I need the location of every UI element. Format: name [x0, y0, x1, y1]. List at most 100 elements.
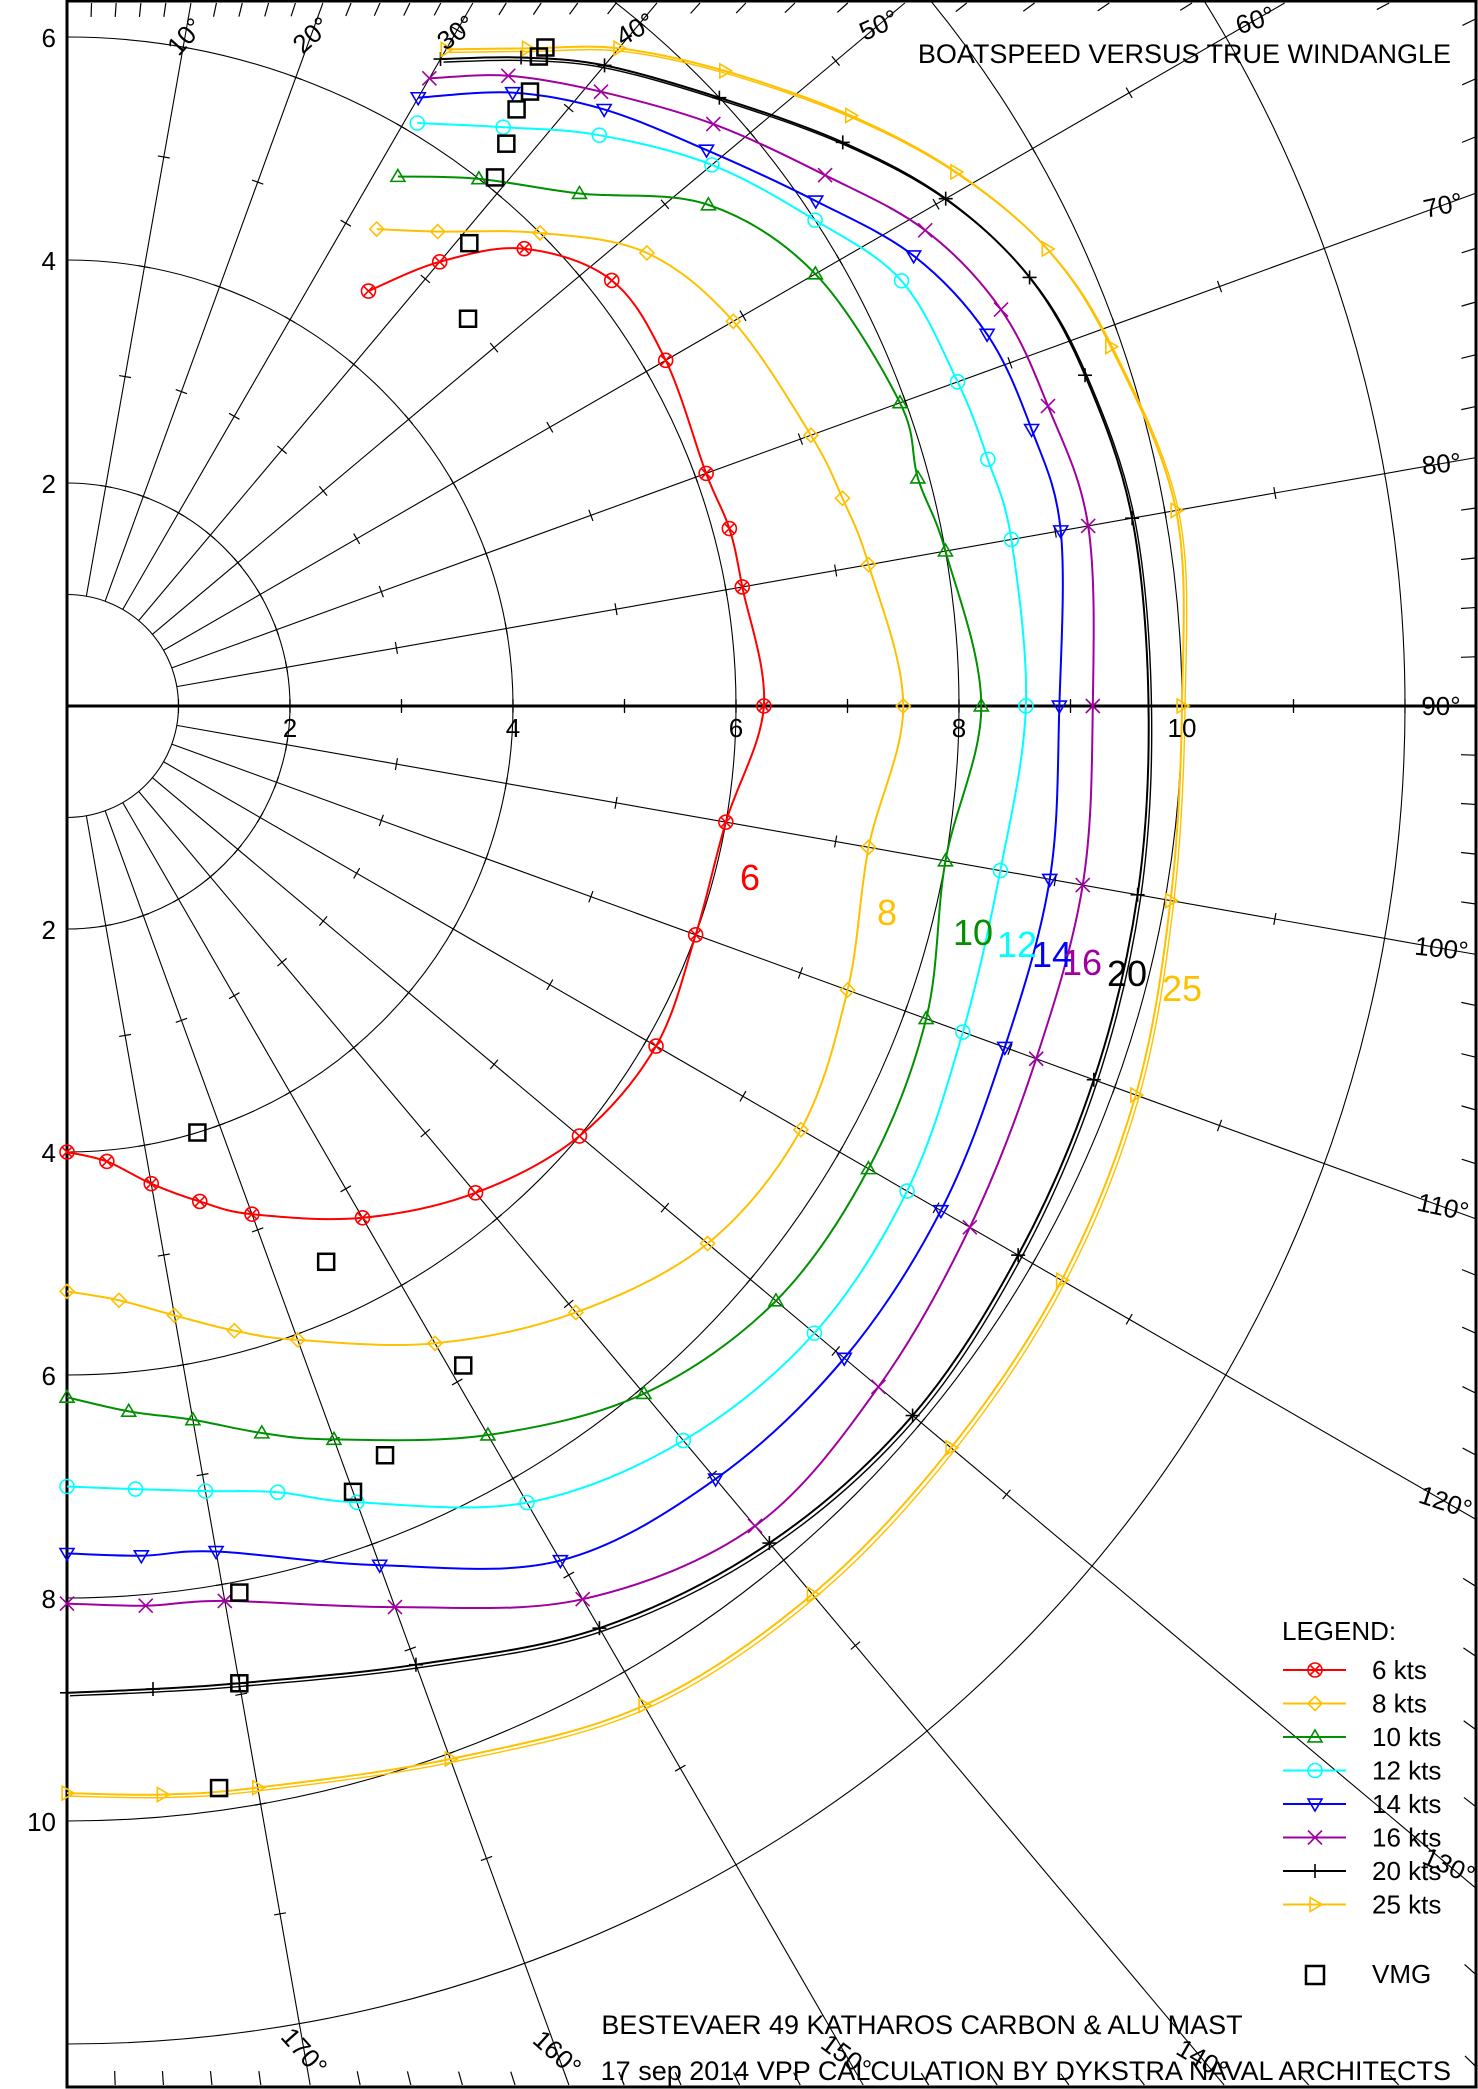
curve-marker	[895, 697, 912, 715]
spoke-tick	[233, 557, 243, 568]
curve-marker	[807, 195, 825, 210]
marker-shape	[720, 816, 732, 828]
curve-marker	[514, 50, 529, 65]
curve-marker	[1050, 700, 1068, 715]
angle-tick	[498, 2, 507, 16]
spoke-tick	[614, 796, 618, 809]
curve-marker	[426, 1335, 444, 1352]
angle-tick	[1461, 507, 1476, 511]
marker-shape	[1075, 877, 1091, 893]
marker-shape	[949, 374, 966, 390]
spoke-tick	[1163, 506, 1167, 519]
curve-label-6: 6	[740, 857, 760, 898]
curve-marker	[955, 1024, 971, 1040]
curve-marker	[593, 84, 609, 100]
marker-shape	[431, 254, 448, 270]
spoke-tick	[1029, 1258, 1037, 1269]
marker-shape	[571, 1128, 588, 1144]
marker-shape	[1306, 1728, 1324, 1743]
spoke-tick	[138, 265, 151, 269]
angle-tick	[732, 2072, 741, 2086]
spoke-tick	[1216, 280, 1223, 293]
marker-shape	[371, 1559, 389, 1574]
marker-shape	[421, 70, 437, 86]
marker-shape	[996, 1041, 1014, 1056]
spoke-tick	[1007, 356, 1013, 369]
curve-marker	[516, 240, 533, 257]
curve-marker	[1307, 1762, 1323, 1779]
marker-shape	[660, 354, 672, 366]
curve-25-double	[69, 48, 1188, 1799]
curve-12	[66, 121, 1028, 1509]
marker-shape	[1105, 338, 1120, 356]
marker-shape	[246, 1208, 258, 1220]
curve-marker	[698, 465, 714, 482]
spoke-tick	[642, 1035, 650, 1046]
marker-shape	[899, 1183, 915, 1199]
curve-marker	[551, 1554, 569, 1570]
curve-marker	[184, 1411, 202, 1426]
angle-tick	[920, 2072, 930, 2086]
spoke-tick	[1007, 1043, 1013, 1056]
angle-tick	[1461, 1053, 1476, 1058]
curve-label-25: 25	[1162, 968, 1202, 1009]
marker-shape	[244, 1206, 260, 1222]
angle-label-70: 70°	[1421, 186, 1466, 224]
curve-marker	[905, 250, 923, 265]
marker-shape	[690, 929, 702, 941]
curve-marker	[638, 244, 656, 262]
marker-shape	[470, 170, 488, 185]
spoke-tick	[394, 758, 399, 771]
marker-shape	[937, 852, 954, 867]
angle-tick	[1060, 2073, 1070, 2086]
curve-label-20: 20	[1107, 953, 1147, 994]
spoke-tick	[404, 1646, 417, 1652]
marker-shape	[567, 1304, 584, 1321]
spoke-tick	[251, 1227, 264, 1233]
spoke-tick	[1112, 318, 1118, 331]
curve-marker	[1170, 502, 1185, 519]
angle-tick	[356, 2071, 361, 2086]
marker-shape	[972, 697, 990, 712]
angle-tick	[793, 2072, 801, 2086]
angle-tick	[607, 2, 617, 15]
spoke-tick	[546, 979, 554, 991]
spoke-170	[85, 815, 311, 2086]
marker-shape	[444, 1750, 459, 1768]
spoke-tick	[745, 1274, 755, 1285]
marker-shape	[700, 467, 712, 479]
radial-tick-label: 6	[729, 713, 743, 743]
marker-shape	[197, 1483, 214, 1499]
marker-shape	[844, 107, 860, 124]
curve-label-12: 12	[997, 924, 1037, 965]
marker-shape	[551, 1554, 569, 1570]
spoke-tick	[483, 547, 489, 560]
marker-shape	[500, 68, 516, 84]
curve-marker	[191, 1193, 208, 1210]
marker-shape	[704, 157, 720, 173]
spoke-tick	[724, 583, 728, 596]
curve-marker	[917, 1010, 935, 1025]
curve-marker	[844, 107, 860, 124]
curve-marker	[592, 1621, 607, 1636]
curve-marker	[166, 1307, 183, 1324]
curve-marker	[802, 427, 820, 444]
spoke-tick	[273, 623, 280, 636]
marker-shape	[613, 39, 628, 57]
ring-8	[66, 0, 960, 1599]
angle-tick	[1179, 2, 1193, 11]
spoke-tick	[119, 1033, 132, 1038]
angle-tick	[1376, 2, 1390, 11]
curve-marker	[705, 116, 721, 132]
spoke-tick	[99, 484, 112, 489]
curve-marker	[704, 157, 720, 173]
curve-marker	[1309, 1896, 1324, 1913]
curve-marker	[905, 1408, 920, 1423]
marker-shape	[1170, 502, 1185, 519]
curve-25	[66, 45, 1185, 1796]
marker-shape	[571, 184, 588, 200]
angle-label-10: 10°	[161, 12, 210, 61]
spoke-tick	[396, 1281, 407, 1289]
marker-shape	[1306, 1695, 1324, 1712]
